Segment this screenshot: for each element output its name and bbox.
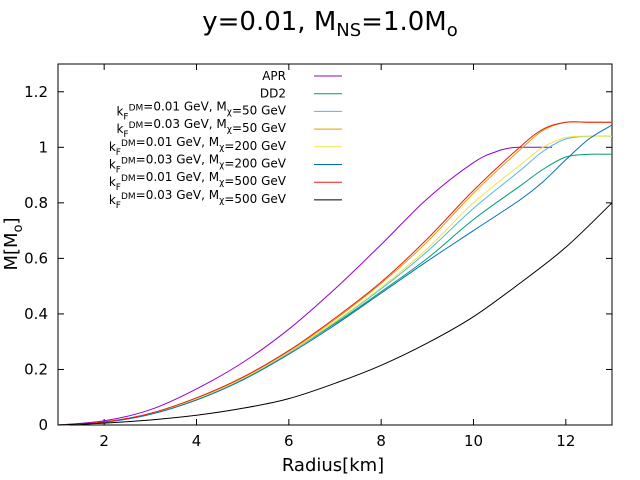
legend-label-1: DD2	[260, 87, 286, 101]
x-tick-label: 10	[464, 432, 483, 450]
legend-label-0: APR	[262, 69, 286, 83]
chart-title: y=0.01, MNS=1.0Mo	[202, 7, 458, 41]
plot-area: 2 4 6 8 10 1200.20.40.60.811.2APRDD2kFDM=0.01…	[24, 63, 613, 450]
plot-frame	[57, 63, 613, 426]
legend-label-6: kFDM=0.01 GeV, Mχ=500 GeV	[109, 170, 287, 193]
y-tick-label: 0.6	[24, 249, 48, 267]
y-tick-label: 1	[38, 138, 48, 156]
y-tick-label: 1.2	[24, 83, 48, 101]
y-tick-label: 0	[38, 416, 48, 434]
series-line-3	[57, 121, 612, 426]
series-line-5	[57, 124, 613, 426]
x-tick-label: 8	[376, 432, 386, 450]
x-tick-label: 2	[99, 432, 109, 450]
series-line-7	[57, 202, 613, 426]
x-tick-label: 12	[556, 432, 575, 450]
legend-label-4: kFDM=0.01 GeV, Mχ=200 GeV	[109, 135, 287, 158]
x-axis-label: Radius[km]	[282, 455, 384, 476]
legend-label-3: kFDM=0.03 GeV, Mχ=50 GeV	[116, 117, 286, 140]
series-line-0	[57, 146, 552, 426]
y-tick-label: 0.4	[24, 305, 48, 323]
y-tick-label: 0.8	[24, 194, 48, 212]
legend-label-5: kFDM=0.03 GeV, Mχ=200 GeV	[109, 153, 287, 176]
x-tick-label: 4	[192, 432, 202, 450]
series-line-6	[57, 121, 612, 426]
legend-label-2: kFDM=0.01 GeV, Mχ=50 GeV	[116, 99, 286, 122]
legend-label-7: kFDM=0.03 GeV, Mχ=500 GeV	[109, 188, 287, 211]
y-axis-label: M[Mo]	[1, 217, 26, 270]
series-line-4	[57, 135, 613, 426]
x-tick-label: 6	[284, 432, 294, 450]
y-tick-label: 0.2	[24, 360, 48, 378]
